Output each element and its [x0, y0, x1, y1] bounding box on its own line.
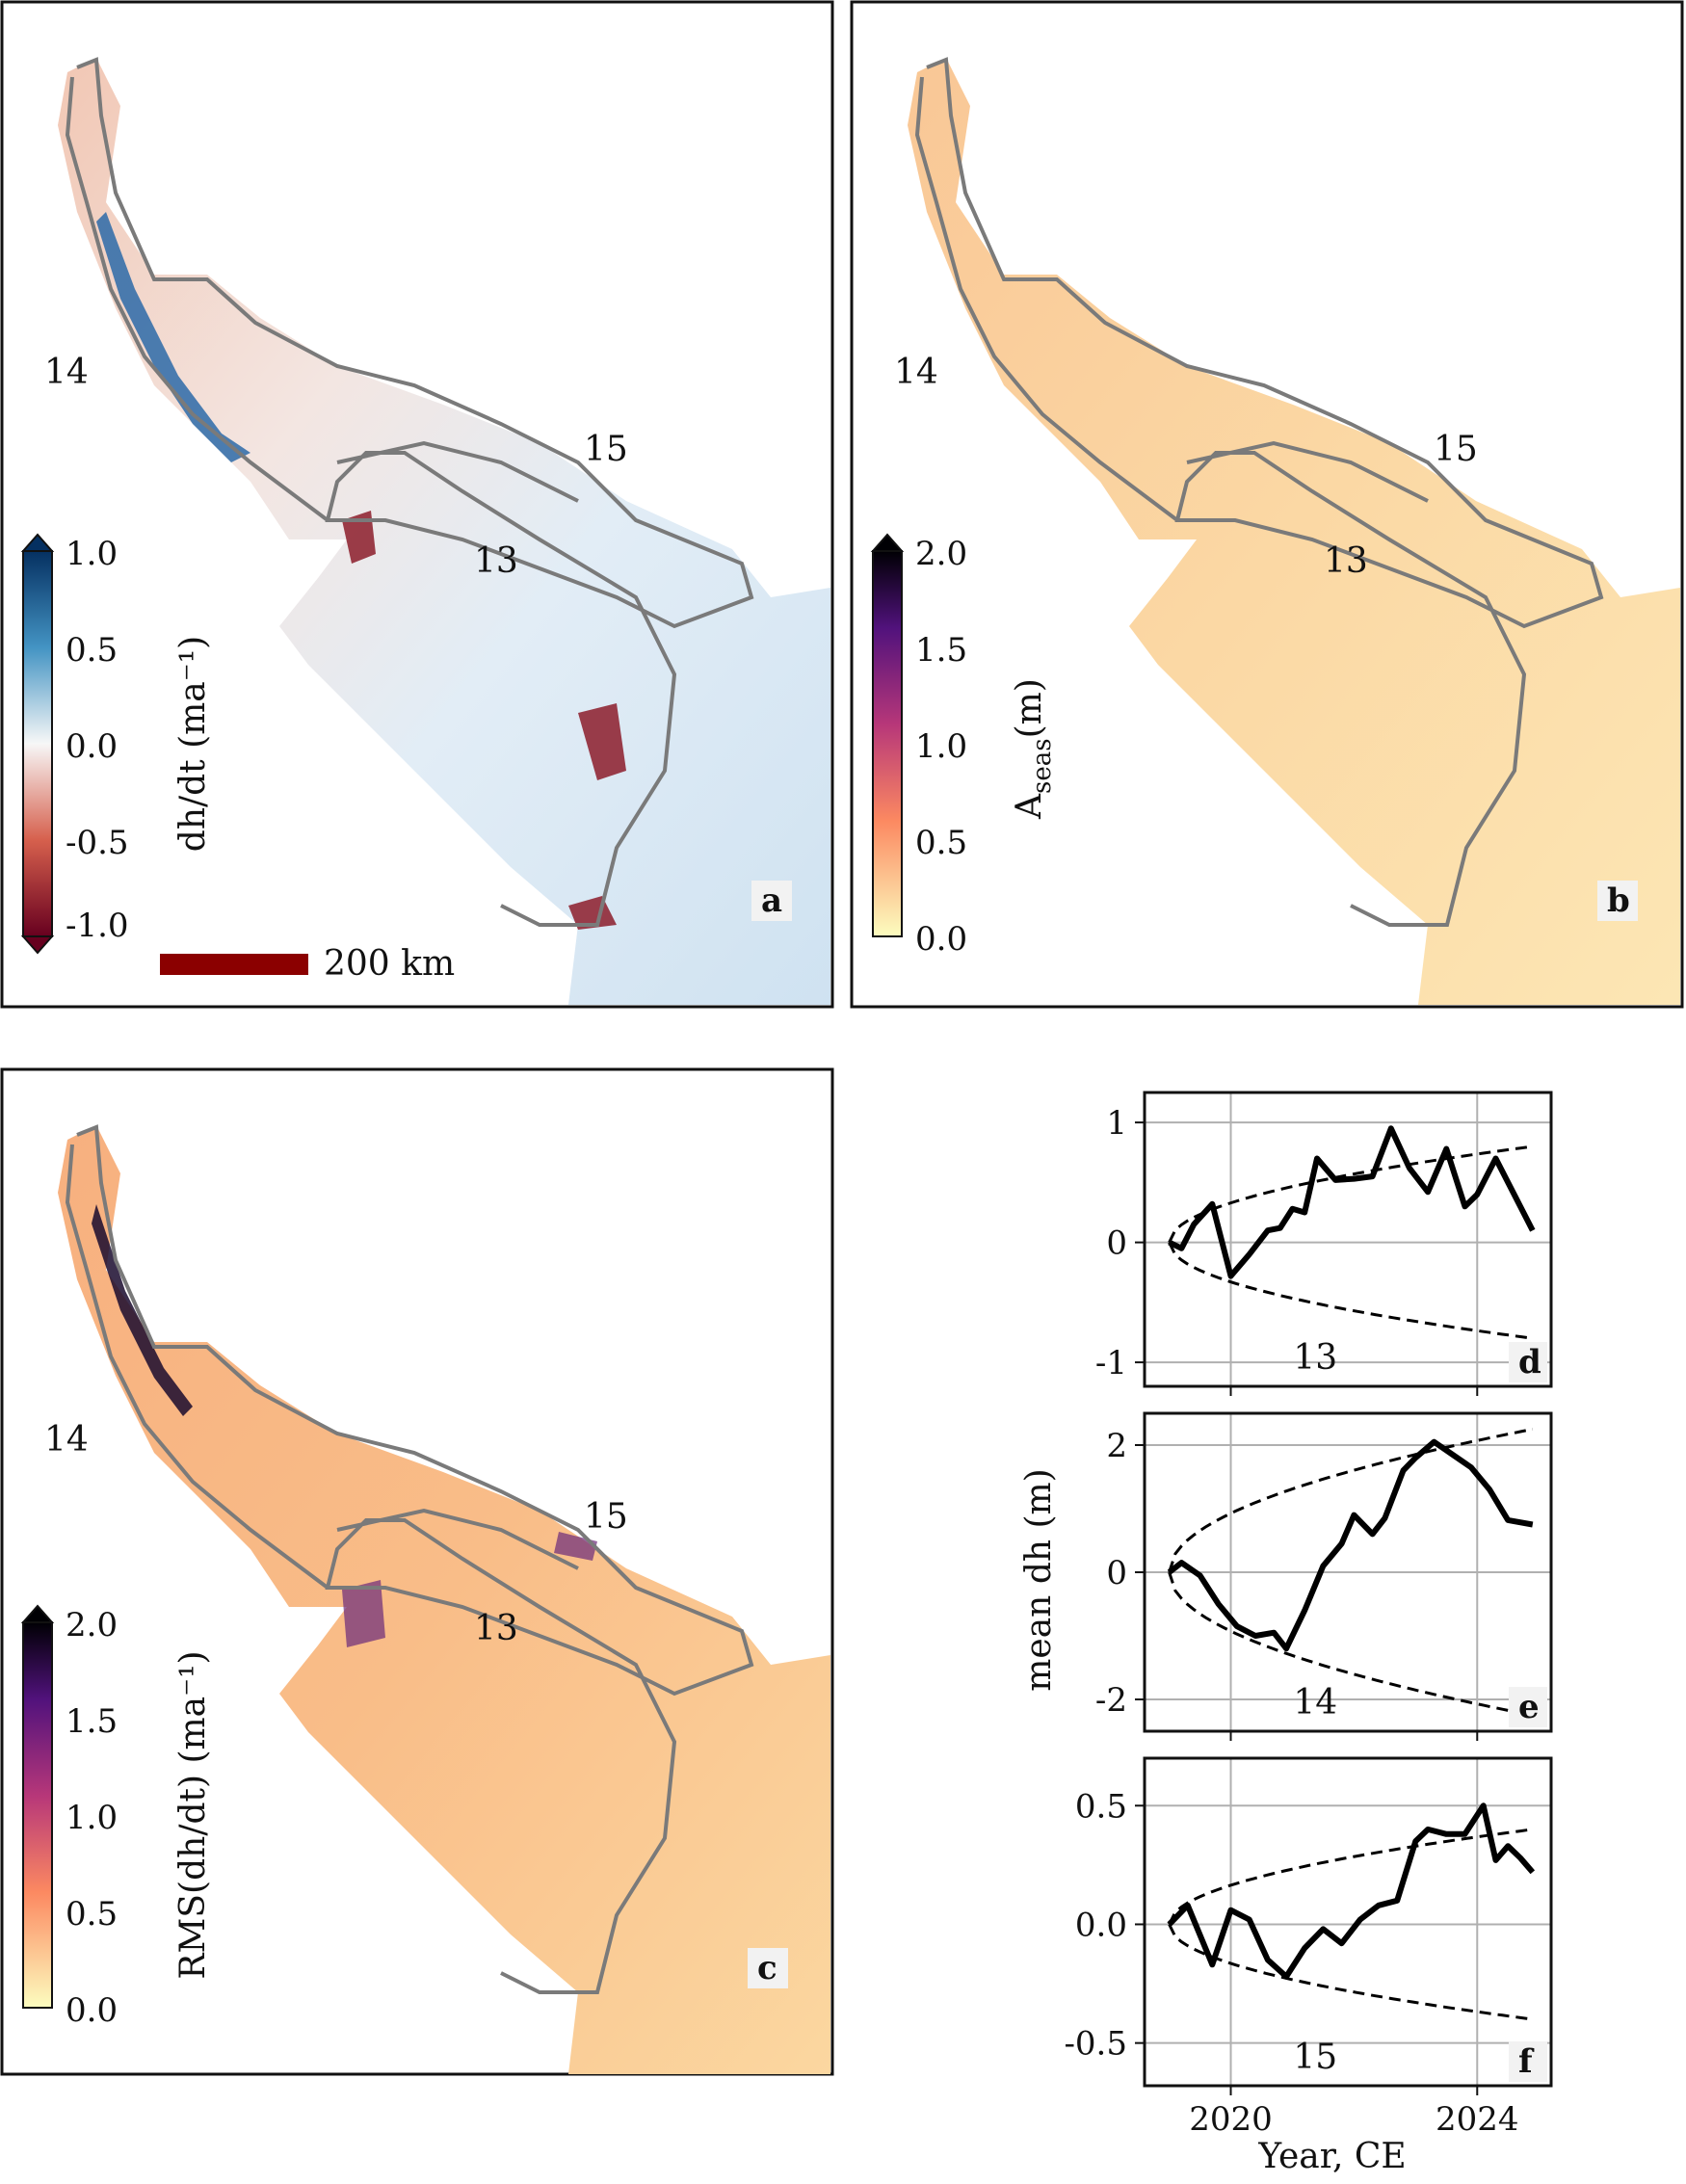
series-envelope-upper	[1168, 1428, 1534, 1573]
colorbar-a-tick: -0.5	[66, 824, 129, 862]
panel-letter-a: a	[761, 881, 782, 920]
colorbar-c: 2.0 1.5 1.0 0.5 0.0 RMS(dh/dt) (ma⁻¹)	[20, 1604, 213, 2030]
colorbar-c-label: RMS(dh/dt) (ma⁻¹)	[173, 1650, 213, 1979]
map-panel-b: 14 15 13 2.0 1.5 1.0 0.5 0.0 Aseas(m) b	[850, 0, 1684, 1009]
colorbar-b-tick: 2.0	[915, 535, 967, 573]
ts-region-label: 15	[1293, 2038, 1337, 2077]
panel-letter-d: d	[1518, 1343, 1541, 1381]
region-label-14: 14	[44, 353, 89, 392]
region-label-15: 15	[1434, 430, 1478, 469]
colorbar-b-label-main: A	[1010, 793, 1049, 820]
y-tick-label: 0.0	[1075, 1906, 1127, 1944]
y-tick-label: -2	[1095, 1681, 1127, 1720]
map-panel-a: 14 15 13 1.0 0.5 0.0 -0.5 -1.0 dh/dt (ma…	[0, 0, 834, 1009]
x-tick-label: 2024	[1436, 2100, 1519, 2139]
colorbar-b-label: Aseas(m)	[1010, 678, 1057, 820]
colorbar-b-arrow-top	[870, 533, 905, 552]
colorbar-b: 2.0 1.5 1.0 0.5 0.0 Aseas(m)	[870, 533, 1057, 959]
region-boundaries	[914, 57, 1604, 927]
colorbar-c-tick: 0.0	[66, 1991, 118, 2030]
colorbar-a-tick: -1.0	[66, 907, 129, 945]
ts-frame	[1143, 1756, 1553, 2088]
series-envelope-lower	[1168, 1571, 1534, 1717]
ice-shelf-field	[908, 58, 1680, 1005]
colorbar-a-arrow-top	[20, 533, 55, 552]
series-envelope-lower	[1168, 1923, 1533, 2021]
ts-region-label: 13	[1293, 1338, 1337, 1378]
colorbar-a-tick: 1.0	[66, 535, 118, 573]
series-line-mean-dh	[1167, 1802, 1536, 1980]
colorbar-b-tick: 0.0	[915, 920, 967, 959]
region-boundaries	[65, 1124, 754, 1994]
map-panel-c: 14 15 13 2.0 1.5 1.0 0.5 0.0 RMS(dh/dt) …	[0, 1067, 834, 2076]
ice-thinning-hotspot	[342, 511, 626, 930]
ts-frame	[1143, 1091, 1553, 1388]
ice-shelf-field	[58, 58, 830, 1005]
series-envelope-upper	[1168, 1145, 1534, 1244]
ts-letter-bg	[1509, 1342, 1547, 1382]
region-label-13: 13	[474, 1609, 518, 1648]
panel-b-letter-bg	[1597, 881, 1638, 921]
colorbar-c-tick: 1.5	[66, 1702, 118, 1741]
region-label-13: 13	[1324, 541, 1368, 581]
panel-letter-c: c	[757, 1949, 777, 1987]
y-tick-label: -1	[1095, 1344, 1127, 1382]
panel-letter-e: e	[1518, 1688, 1540, 1726]
colorbar-a-label: dh/dt (ma⁻¹)	[173, 636, 213, 852]
scale-bar-label: 200 km	[324, 944, 455, 984]
colorbar-c-tick: 0.5	[66, 1895, 118, 1934]
panel-letter-b: b	[1607, 881, 1630, 920]
colorbar-b-bar	[872, 550, 903, 937]
series-line-mean-dh	[1167, 1438, 1534, 1652]
ts-letter-bg	[1509, 1687, 1547, 1727]
series-envelope-upper	[1168, 1828, 1533, 1926]
colorbar-b-tick: 1.0	[915, 727, 967, 766]
colorbar-c-tick: 1.0	[66, 1799, 118, 1837]
scale-bar	[160, 954, 308, 975]
colorbar-b-tick: 0.5	[915, 824, 967, 862]
region-label-15: 15	[584, 1497, 628, 1537]
colorbar-a-bar	[22, 550, 53, 937]
colorbar-a: 1.0 0.5 0.0 -0.5 -1.0 dh/dt (ma⁻¹)	[20, 533, 213, 955]
panel-a-letter-bg	[751, 881, 792, 921]
time-series-panels: 1 0 -1 13 d 2 0 -2 14 e 0.5 0.0 -0.5 2020 2024 15 f	[1064, 1091, 1553, 2139]
series-envelope-lower	[1168, 1241, 1533, 1340]
colorbar-c-tick: 2.0	[66, 1606, 118, 1645]
series-line-mean-dh	[1168, 1125, 1536, 1279]
y-tick-label: -0.5	[1064, 2025, 1127, 2064]
x-tick-label: 2020	[1189, 2100, 1273, 2139]
region-label-14: 14	[44, 1420, 89, 1460]
region-label-14: 14	[894, 353, 938, 392]
region-label-13: 13	[474, 541, 518, 581]
colorbar-b-tick: 1.5	[915, 631, 967, 670]
y-tick-label: 0	[1106, 1554, 1127, 1592]
ts-panel-e: 2 0 -2 14 e	[1095, 1411, 1553, 1741]
colorbar-c-bar	[22, 1621, 53, 2009]
colorbar-a-arrow-bottom	[20, 935, 55, 955]
ts-region-label: 14	[1293, 1683, 1337, 1723]
ice-variability-hotspot	[342, 1532, 597, 1647]
ts-panel-f: 0.5 0.0 -0.5 2020 2024 15 f	[1064, 1756, 1553, 2139]
colorbar-b-label-sub: seas	[1028, 738, 1057, 794]
region-label-15: 15	[584, 430, 628, 469]
ice-shelf-field	[58, 1125, 830, 2074]
y-tick-label: 0.5	[1075, 1787, 1127, 1826]
ts-ylabel: mean dh (m)	[1019, 1468, 1059, 1691]
y-tick-label: 2	[1106, 1427, 1127, 1465]
ice-variability-coast	[92, 1204, 193, 1416]
y-tick-label: 0	[1106, 1224, 1127, 1263]
ice-thinning-coast	[96, 212, 250, 462]
ts-xlabel: Year, CE	[1257, 2137, 1406, 2176]
panel-letter-f: f	[1518, 2042, 1535, 2081]
region-boundaries	[65, 57, 754, 927]
colorbar-b-label-unit: (m)	[1010, 678, 1049, 738]
panel-c-letter-bg	[748, 1948, 788, 1988]
colorbar-a-tick: 0.0	[66, 727, 118, 766]
colorbar-c-arrow-top	[20, 1604, 55, 1623]
ts-panel-d: 1 0 -1 13 d	[1095, 1091, 1553, 1396]
ts-letter-bg	[1509, 2041, 1547, 2082]
y-tick-label: 1	[1106, 1104, 1127, 1143]
colorbar-a-tick: 0.5	[66, 631, 118, 670]
